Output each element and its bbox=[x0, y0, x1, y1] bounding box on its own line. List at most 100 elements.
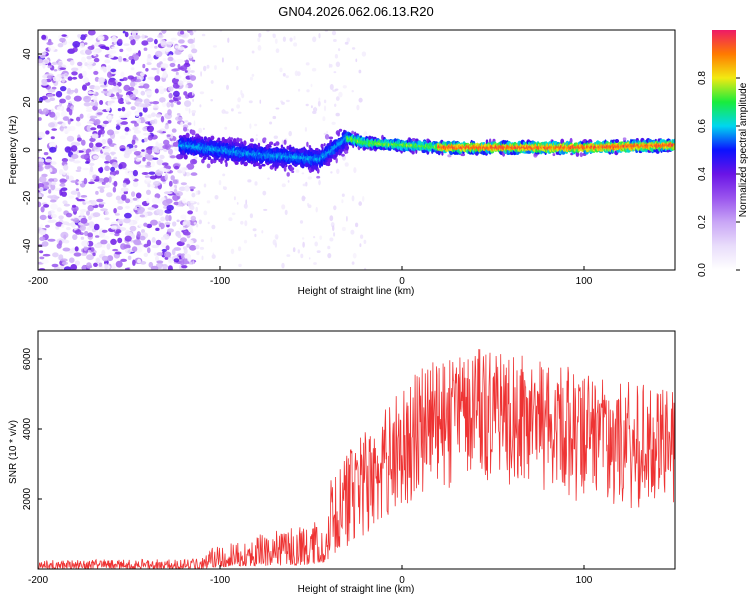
spectrogram-noise-cell bbox=[288, 130, 293, 137]
spectrogram-noise-cell bbox=[154, 88, 159, 94]
spectrogram-noise-cell bbox=[49, 146, 57, 153]
spectrogram-signal-cell bbox=[321, 147, 324, 150]
spectrogram-noise-cell bbox=[183, 219, 188, 226]
spectrogram-noise-cell bbox=[47, 210, 52, 216]
spectrogram-noise-cell bbox=[167, 109, 172, 116]
spectrogram-noise-cell bbox=[102, 66, 107, 73]
spectrogram-signal-cell bbox=[502, 151, 505, 157]
spectrogram-noise-cell bbox=[231, 108, 234, 112]
spectrogram-noise-cell bbox=[116, 92, 120, 97]
spectrogram-signal-cell bbox=[206, 163, 211, 169]
spectrogram-noise-cell bbox=[289, 37, 293, 42]
spectrogram-noise-cell bbox=[177, 234, 182, 239]
spectrogram-noise-cell bbox=[181, 168, 186, 175]
spectrogram-noise-cell bbox=[70, 145, 78, 152]
spectrogram-noise-cell bbox=[190, 172, 198, 176]
spectrogram-noise-cell bbox=[89, 115, 98, 119]
spectrogram-noise-cell bbox=[146, 189, 151, 195]
spectrogram-noise-cell bbox=[48, 189, 52, 194]
spectrogram-noise-cell bbox=[113, 180, 118, 187]
spectrogram-signal-cell bbox=[315, 163, 319, 167]
spectrogram-noise-cell bbox=[125, 198, 131, 204]
spectrogram-noise-cell bbox=[107, 114, 112, 121]
spectrogram-noise-cell bbox=[59, 178, 68, 183]
spectrogram-noise-cell bbox=[106, 243, 111, 250]
spectrogram-noise-cell bbox=[91, 246, 95, 253]
spectrogram-noise-cell bbox=[81, 240, 89, 247]
spectrogram-noise-cell bbox=[259, 99, 262, 104]
spectrogram-noise-cell bbox=[192, 61, 195, 64]
spectrogram-noise-cell bbox=[138, 164, 146, 168]
spectrogram-noise-cell bbox=[73, 95, 82, 102]
spectrogram-noise-cell bbox=[364, 267, 367, 270]
spectrogram-noise-cell bbox=[185, 107, 189, 112]
spectrogram-noise-cell bbox=[92, 155, 99, 160]
spectrogram-signal-cell bbox=[351, 130, 354, 135]
spectrogram-noise-cell bbox=[162, 72, 167, 78]
spectrogram-noise-cell bbox=[41, 51, 47, 56]
spectrogram-noise-cell bbox=[138, 224, 143, 227]
spectrogram-noise-cell bbox=[41, 78, 48, 85]
spectrogram-noise-cell bbox=[71, 67, 79, 72]
spectrogram-noise-cell bbox=[132, 259, 136, 266]
spectrogram-noise-cell bbox=[183, 91, 188, 96]
spectrogram-noise-cell bbox=[59, 125, 65, 132]
spectrogram-noise-cell bbox=[77, 166, 82, 171]
spectrogram-noise-cell bbox=[157, 34, 164, 39]
spectrogram-noise-cell bbox=[124, 94, 131, 101]
spectrogram-noise-cell bbox=[187, 53, 193, 59]
spectrogram-noise-cell bbox=[143, 137, 148, 142]
spectrogram-noise-cell bbox=[80, 211, 85, 217]
spectrogram-signal-cell bbox=[316, 175, 321, 179]
spectrogram-noise-cell bbox=[311, 67, 317, 72]
spectrogram-noise-cell bbox=[302, 241, 305, 248]
spectrogram-noise-cell bbox=[57, 61, 63, 66]
spectrogram-noise-cell bbox=[142, 156, 146, 162]
spectrogram-noise-cell bbox=[281, 262, 285, 269]
spectrogram-noise-cell bbox=[144, 175, 150, 179]
spectrogram-noise-cell bbox=[88, 265, 93, 269]
spectrogram-noise-cell bbox=[162, 199, 171, 206]
spectrogram-noise-cell bbox=[71, 204, 77, 208]
spectrogram-noise-cell bbox=[335, 61, 341, 68]
spectrogram-signal-cell bbox=[290, 167, 295, 171]
spectrogram-noise-cell bbox=[182, 231, 191, 236]
spectrogram-noise-cell bbox=[363, 239, 367, 244]
spectrogram-noise-cell bbox=[145, 104, 149, 107]
spectrogram-noise-cell bbox=[143, 47, 148, 51]
spectrogram-signal-cell bbox=[183, 154, 188, 160]
spectrogram-noise-cell bbox=[332, 225, 335, 232]
spectrogram-noise-cell bbox=[57, 43, 64, 48]
spectrogram-noise-cell bbox=[39, 186, 44, 193]
spectrogram-noise-cell bbox=[254, 181, 258, 186]
spectrogram-noise-cell bbox=[139, 214, 146, 218]
spectrogram-noise-cell bbox=[247, 141, 250, 145]
spectrogram-noise-cell bbox=[156, 208, 161, 214]
spectrogram-noise-cell bbox=[305, 103, 309, 107]
spectrogram-noise-cell bbox=[76, 137, 82, 142]
spectrogram-noise-cell bbox=[186, 163, 195, 170]
spectrogram-noise-cell bbox=[154, 45, 158, 49]
spectrogram-noise-cell bbox=[297, 249, 300, 254]
spectrogram-noise-cell bbox=[168, 99, 175, 103]
spectrogram-signal-cell bbox=[291, 170, 295, 173]
spectrogram-noise-cell bbox=[141, 40, 149, 46]
spectrogram-noise-cell bbox=[147, 207, 156, 211]
spectrogram-noise-cell bbox=[159, 154, 165, 160]
spectrogram-noise-cell bbox=[134, 206, 138, 211]
spectrogram-noise-cell bbox=[257, 37, 261, 42]
spectrogram-signal-cell bbox=[277, 162, 281, 167]
spectrogram-noise-cell bbox=[306, 89, 310, 93]
spectrogram-noise-cell bbox=[106, 192, 113, 198]
spectrogram-noise-cell bbox=[150, 219, 158, 226]
spectrogram-noise-cell bbox=[201, 255, 204, 261]
spectrogram-noise-cell bbox=[68, 108, 73, 116]
spectrogram-noise-cell bbox=[114, 213, 120, 216]
spectrogram-noise-cell bbox=[77, 181, 83, 184]
spectrogram-noise-cell bbox=[358, 201, 363, 206]
spectrogram-noise-cell bbox=[86, 34, 94, 41]
spectrogram-noise-cell bbox=[236, 65, 239, 71]
spectrogram-noise-cell bbox=[38, 165, 44, 172]
spectrogram-noise-cell bbox=[94, 118, 101, 126]
